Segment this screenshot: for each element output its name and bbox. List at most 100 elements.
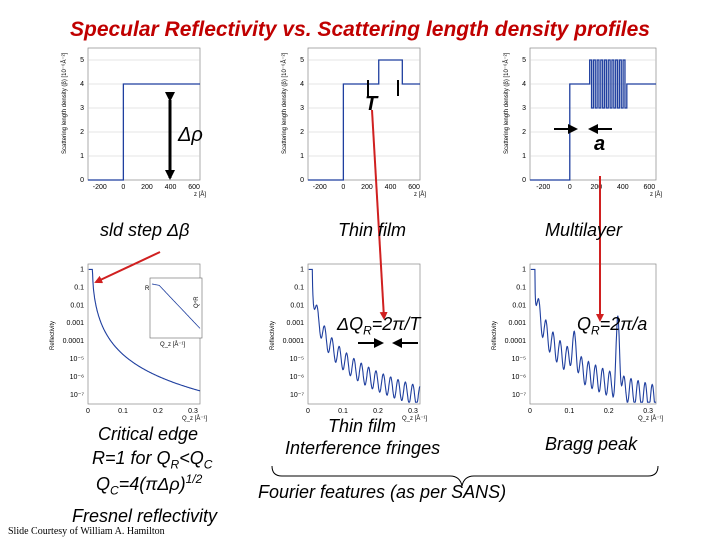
slide-title: Specular Reflectivity vs. Scattering len… bbox=[69, 18, 650, 41]
critical-edge-line1: Critical edge bbox=[98, 424, 199, 444]
reflectivity-y-tick-label: 0.01 bbox=[290, 302, 304, 309]
reflectivity-x-axis-label: Q_z [Å⁻¹] bbox=[402, 415, 428, 422]
sld-x-tick-label: 600 bbox=[408, 184, 420, 191]
sld-x-tick-label: 600 bbox=[188, 184, 200, 191]
reflectivity-x-tick-label: 0 bbox=[306, 408, 310, 415]
reflectivity-x-axis-label: Q_z [Å⁻¹] bbox=[182, 415, 208, 422]
reflectivity-x-tick-label: 0.1 bbox=[118, 408, 128, 415]
reflectivity-x-tick-label: 0 bbox=[528, 408, 532, 415]
reflectivity-y-tick-label: 10⁻⁶ bbox=[512, 374, 526, 381]
reflectivity-y-tick-label: 1 bbox=[80, 266, 84, 273]
bragg-q-label: QR=2π/a bbox=[577, 314, 648, 338]
inset-curve bbox=[151, 283, 201, 329]
reflectivity-x-tick-label: 0.2 bbox=[604, 408, 614, 415]
multilayer-label: Multilayer bbox=[545, 220, 623, 240]
thickness-label: T bbox=[365, 93, 378, 115]
sld-x-axis-label: z [Å] bbox=[650, 191, 662, 198]
sld-frame bbox=[87, 47, 201, 181]
reflectivity-x-tick-label: 0 bbox=[86, 408, 90, 415]
inset-frame bbox=[149, 277, 203, 339]
sld-x-tick-label: 0 bbox=[121, 184, 125, 191]
sld-profile-curve bbox=[308, 59, 420, 181]
reflectivity-y-tick-label: 10⁻⁷ bbox=[290, 392, 304, 399]
delta-q-label: ΔQR=2π/T bbox=[337, 314, 421, 338]
sld-y-tick-label: 1 bbox=[300, 153, 304, 160]
reflectivity-x-tick-label: 0.3 bbox=[188, 408, 198, 415]
critical-edge-line2: R=1 for QR<QC bbox=[92, 448, 213, 472]
inset-q4r-plot: R Q⁴R Q_z [Å⁻¹] bbox=[145, 277, 203, 348]
reflectivity-y-tick-label: 0.001 bbox=[66, 320, 84, 327]
reflectivity-y-tick-label: 10⁻⁷ bbox=[70, 392, 84, 399]
sld-y-tick-label: 4 bbox=[300, 81, 304, 88]
sld-y-tick-label: 1 bbox=[80, 153, 84, 160]
sld-profile-curve bbox=[88, 83, 200, 181]
thin-film-fringe-label: Thin film bbox=[328, 416, 397, 436]
reflectivity-panel-multilayer: 1 0.1 0.01 0.001 0.0001 10⁻⁵ 10⁻⁶ 10⁻⁷ 0 0.1 0.2 0.… bbox=[492, 263, 664, 422]
slide-credit: Slide Courtesy of William A. Hamilton bbox=[8, 526, 165, 537]
reflectivity-y-tick-label: 0.001 bbox=[508, 320, 526, 327]
sld-x-tick-label: 200 bbox=[361, 184, 373, 191]
sld-y-tick-label: 2 bbox=[80, 129, 84, 136]
sld-y-axis-label: Scattering length density (β) [10⁻⁶Å⁻²] bbox=[61, 52, 68, 154]
sld-y-tick-label: 3 bbox=[522, 105, 526, 112]
reflectivity-y-tick-label: 10⁻⁷ bbox=[512, 392, 526, 399]
fourier-features-label: Fourier features (as per SANS) bbox=[258, 482, 507, 502]
reflectivity-x-tick-label: 0.1 bbox=[338, 408, 348, 415]
reflectivity-y-axis-label: Reflectivity bbox=[270, 321, 276, 350]
reflectivity-x-tick-label: 0.3 bbox=[643, 408, 653, 415]
reflectivity-x-tick-label: 0.2 bbox=[153, 408, 163, 415]
bragg-peak-label: Bragg peak bbox=[545, 434, 638, 454]
reflectivity-y-tick-label: 0.0001 bbox=[283, 338, 305, 345]
reflectivity-y-tick-label: 0.0001 bbox=[505, 338, 527, 345]
critical-edge-line3: QC=4(πΔρ)1/2 bbox=[96, 472, 203, 498]
reflectivity-y-tick-label: 0.1 bbox=[74, 284, 84, 291]
sld-x-axis-label: z [Å] bbox=[414, 191, 426, 198]
reflectivity-y-tick-label: 0.01 bbox=[512, 302, 526, 309]
sld-frame bbox=[307, 47, 421, 181]
sld-x-tick-label: -200 bbox=[536, 184, 550, 191]
reflectivity-x-tick-label: 0.3 bbox=[408, 408, 418, 415]
reflectivity-y-tick-label: 0.001 bbox=[286, 320, 304, 327]
reflectivity-y-tick-label: 10⁻⁵ bbox=[290, 356, 304, 363]
inset-y-label-2: Q⁴R bbox=[193, 296, 200, 308]
sld-y-tick-label: 5 bbox=[300, 57, 304, 64]
sld-x-tick-label: 200 bbox=[141, 184, 153, 191]
sld-y-tick-label: 0 bbox=[522, 177, 526, 184]
sld-step-label: sld step Δβ bbox=[100, 220, 190, 240]
sld-y-tick-label: 0 bbox=[300, 177, 304, 184]
sld-y-tick-label: 2 bbox=[300, 129, 304, 136]
inset-y-label: R bbox=[145, 286, 150, 292]
reflectivity-panel-thin-film: 1 0.1 0.01 0.001 0.0001 10⁻⁵ 10⁻⁶ 10⁻⁷ 0 0.1 0.2 0.… bbox=[270, 263, 428, 422]
edge-pointer-arrow bbox=[94, 251, 161, 284]
sld-x-tick-label: 200 bbox=[590, 184, 602, 191]
reflectivity-y-tick-label: 10⁻⁶ bbox=[290, 374, 304, 381]
period-label: a bbox=[594, 133, 606, 155]
thin-film-label: Thin film bbox=[338, 220, 407, 240]
reflectivity-y-tick-label: 10⁻⁵ bbox=[512, 356, 526, 363]
reflectivity-x-tick-label: 0.2 bbox=[373, 408, 383, 415]
delta-rho-label: Δρ bbox=[178, 124, 203, 146]
reflectivity-x-tick-label: 0.1 bbox=[565, 408, 575, 415]
reflectivity-x-axis-label: Q_z [Å⁻¹] bbox=[638, 415, 664, 422]
reflectivity-y-tick-label: 10⁻⁶ bbox=[70, 374, 84, 381]
sld-y-tick-label: 0 bbox=[80, 177, 84, 184]
sld-x-tick-label: 0 bbox=[341, 184, 345, 191]
sld-y-tick-label: 1 bbox=[522, 153, 526, 160]
reflectivity-y-axis-label: Reflectivity bbox=[492, 321, 498, 350]
sld-y-tick-label: 2 bbox=[522, 129, 526, 136]
sld-y-axis-label: Scattering length density (β) [10⁻⁶Å⁻²] bbox=[503, 52, 510, 154]
sld-y-tick-label: 5 bbox=[522, 57, 526, 64]
reflectivity-y-tick-label: 0.1 bbox=[294, 284, 304, 291]
fresnel-label: Fresnel reflectivity bbox=[72, 506, 218, 526]
sld-y-axis-label: Scattering length density (β) [10⁻⁶Å⁻²] bbox=[281, 52, 288, 154]
reflectivity-curve bbox=[530, 268, 656, 403]
sld-x-tick-label: 600 bbox=[644, 184, 656, 191]
sld-y-tick-label: 4 bbox=[80, 81, 84, 88]
reflectivity-y-tick-label: 0.0001 bbox=[63, 338, 85, 345]
sld-x-tick-label: -200 bbox=[93, 184, 107, 191]
sld-profile-curve bbox=[530, 59, 656, 181]
inset-x-label: Q_z [Å⁻¹] bbox=[160, 341, 186, 348]
